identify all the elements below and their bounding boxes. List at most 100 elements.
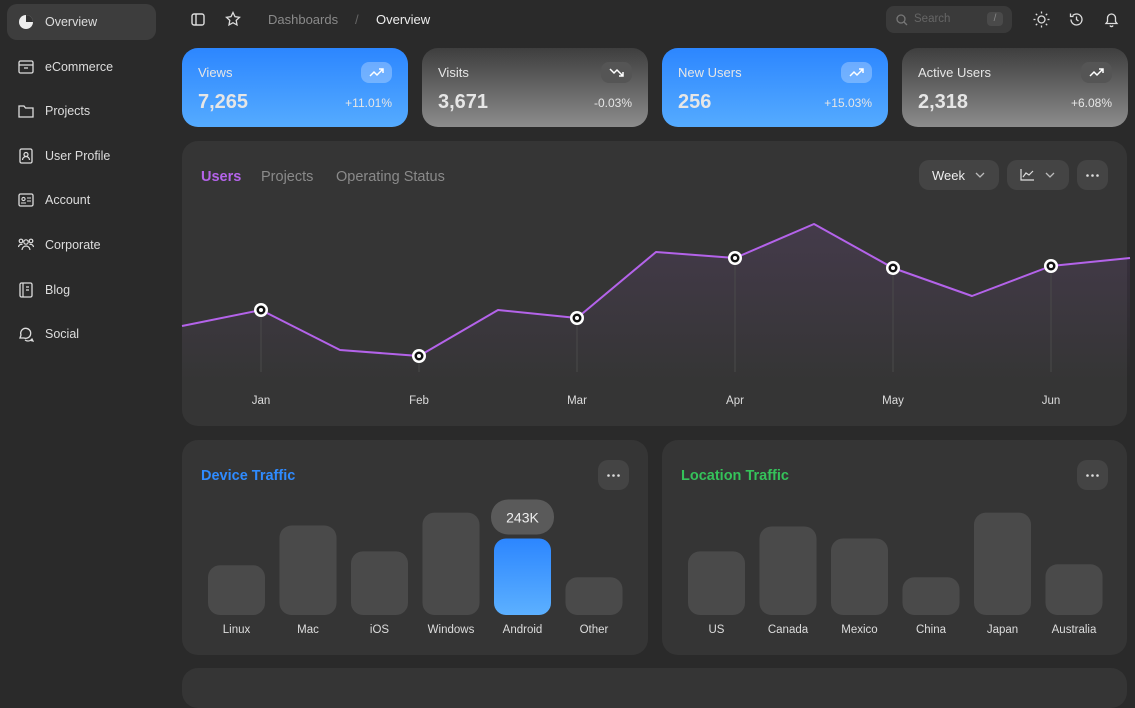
line-series (181, 223, 1131, 357)
nav-item[interactable]: Account (7, 182, 156, 218)
device-traffic-card (182, 440, 648, 655)
more-icon (1086, 474, 1099, 477)
chart-tab[interactable]: Users (201, 169, 241, 185)
nav-item[interactable]: Social (7, 316, 156, 352)
bar (565, 577, 623, 615)
point-marker-center (417, 354, 421, 358)
bar (351, 551, 408, 615)
x-tick-label: May (882, 395, 904, 407)
nav-label: eCommerce (45, 59, 114, 74)
x-tick-label: Android (503, 624, 543, 636)
trend-icon (841, 62, 872, 83)
trend-icon (601, 62, 632, 83)
stat-card: Active Users 2,318 +6.08% (902, 48, 1128, 127)
x-tick-label: Mexico (841, 624, 877, 636)
stat-change: +11.01% (345, 96, 392, 110)
theme-toggle[interactable] (1033, 11, 1050, 28)
breadcrumb-item: Overview (376, 12, 431, 27)
line-area (182, 224, 1130, 380)
trend-down-icon (609, 68, 624, 77)
stat-value: 7,265 (198, 91, 249, 113)
period-label: Week (932, 168, 965, 183)
stat-change: +15.03% (824, 96, 872, 110)
nav-label: Overview (45, 15, 98, 29)
line-chart-icon (1020, 169, 1034, 181)
nav-label: Corporate (45, 238, 101, 252)
favorite-star[interactable] (225, 11, 241, 27)
chart-tab[interactable]: Operating Status (336, 169, 445, 185)
x-tick-label: Windows (428, 624, 475, 636)
trend-up-icon (1089, 68, 1104, 77)
more-button[interactable] (1077, 160, 1108, 190)
nav-icon (18, 105, 34, 118)
stat-label: Views (198, 65, 233, 80)
more-button[interactable] (1077, 460, 1108, 490)
nav-icon (18, 193, 34, 208)
search-icon (896, 14, 908, 26)
breadcrumb-item[interactable]: Dashboards (268, 12, 339, 27)
sidebar-toggle[interactable] (191, 13, 205, 26)
search-box[interactable]: Search / (886, 6, 1012, 33)
more-icon (607, 474, 620, 477)
stat-label: New Users (678, 65, 742, 80)
chart-tab[interactable]: Projects (261, 169, 313, 185)
stat-label: Visits (438, 65, 469, 80)
nav-item[interactable]: Overview (7, 4, 156, 40)
bar (279, 525, 337, 615)
point-marker-center (259, 308, 263, 312)
period-select[interactable]: Week (919, 160, 999, 190)
stat-value: 256 (678, 91, 712, 113)
x-tick-label: Mar (567, 395, 587, 407)
nav-label: User Profile (45, 148, 111, 163)
bar (494, 538, 551, 615)
x-tick-label: Jun (1042, 395, 1061, 407)
nav-label: Account (45, 193, 91, 208)
card-title: Location Traffic (681, 468, 789, 484)
chart-type-select[interactable] (1007, 160, 1069, 190)
nav-item[interactable]: Projects (7, 93, 156, 129)
bar (831, 538, 888, 615)
nav-icon (18, 59, 34, 74)
nav-item[interactable]: eCommerce (7, 49, 156, 85)
chevron (975, 172, 985, 178)
point-marker-center (575, 316, 579, 320)
nav-icon (19, 148, 33, 164)
bar (422, 512, 480, 615)
value-label-pill (491, 499, 554, 535)
trend-up-icon (369, 68, 384, 77)
bar (759, 526, 817, 615)
trend-icon (1081, 62, 1112, 83)
notifications-button[interactable] (1104, 11, 1119, 28)
charts-layer: Users Projects Operating Status Jan Feb Mar Ap… (181, 169, 1131, 636)
history-button[interactable] (1068, 11, 1085, 28)
nav-label: Social (45, 327, 80, 342)
x-tick-label: Mac (297, 624, 319, 636)
x-tick-label: Linux (223, 624, 251, 636)
more-icon (1086, 174, 1099, 177)
nav-item[interactable]: Corporate (7, 227, 156, 263)
x-tick-label: Japan (987, 624, 1018, 636)
nav-label: Blog (45, 282, 71, 297)
nav-item[interactable]: User Profile (7, 138, 156, 174)
x-tick-label: China (916, 624, 947, 636)
stat-value: 3,671 (438, 91, 489, 113)
trend-up-icon (849, 68, 864, 77)
nav-icon (19, 281, 33, 298)
point-marker-center (733, 256, 737, 260)
bar (902, 577, 960, 615)
stat-change: -0.03% (593, 96, 632, 110)
more-button[interactable] (598, 460, 629, 490)
search-shortcut: / (987, 12, 1003, 26)
stat-card: Views 7,265 +11.01% (182, 48, 408, 127)
stat-card: New Users 256 +15.03% (662, 48, 888, 127)
bar (688, 551, 745, 615)
x-tick-label: Canada (768, 624, 809, 636)
search-placeholder: Search (914, 13, 951, 25)
nav-item[interactable]: Blog (7, 272, 156, 308)
nav-label: Projects (45, 104, 91, 119)
bar (208, 565, 265, 615)
chevron (1045, 172, 1055, 178)
x-tick-label: Australia (1052, 624, 1097, 636)
point-marker-center (1049, 264, 1053, 268)
value-label: 243K (506, 509, 539, 525)
